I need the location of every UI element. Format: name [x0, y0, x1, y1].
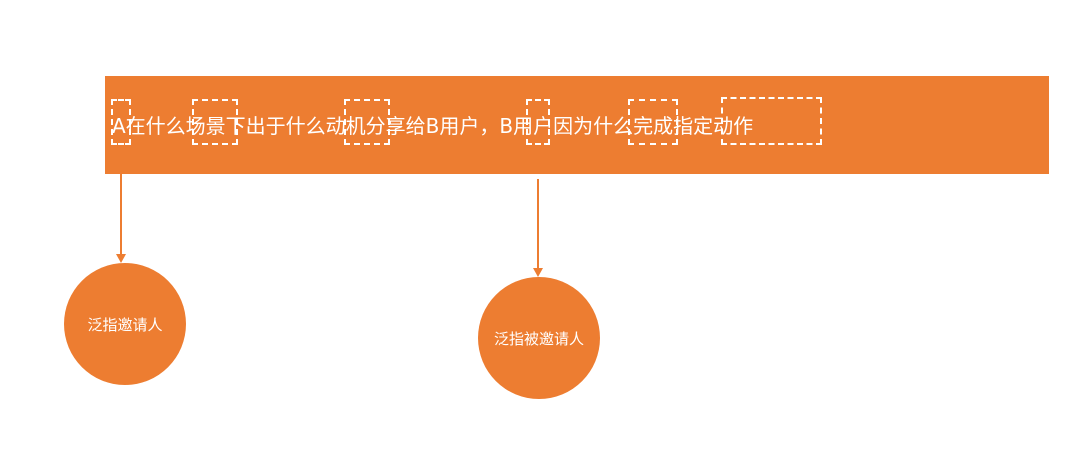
highlight-box-motive: [344, 99, 390, 145]
highlight-box-b: [526, 99, 550, 145]
highlight-box-scene: [192, 99, 238, 145]
highlight-box-a: [111, 99, 131, 145]
highlight-box-action: [721, 97, 822, 145]
inviter-label: 泛指邀请人: [87, 315, 163, 334]
sentence-banner: [105, 76, 1049, 174]
inviter-node: 泛指邀请人: [64, 263, 186, 385]
banner-sentence: A在什么场景下出于什么动机分享给B用户，B用户因为什么完成指定动作: [112, 114, 754, 138]
invitee-label: 泛指被邀请人: [493, 329, 584, 348]
invitee-node: 泛指被邀请人: [478, 277, 600, 399]
arrow-to-invitee: [533, 179, 543, 277]
arrow-to-inviter: [116, 174, 126, 263]
highlight-box-reason: [628, 99, 678, 145]
